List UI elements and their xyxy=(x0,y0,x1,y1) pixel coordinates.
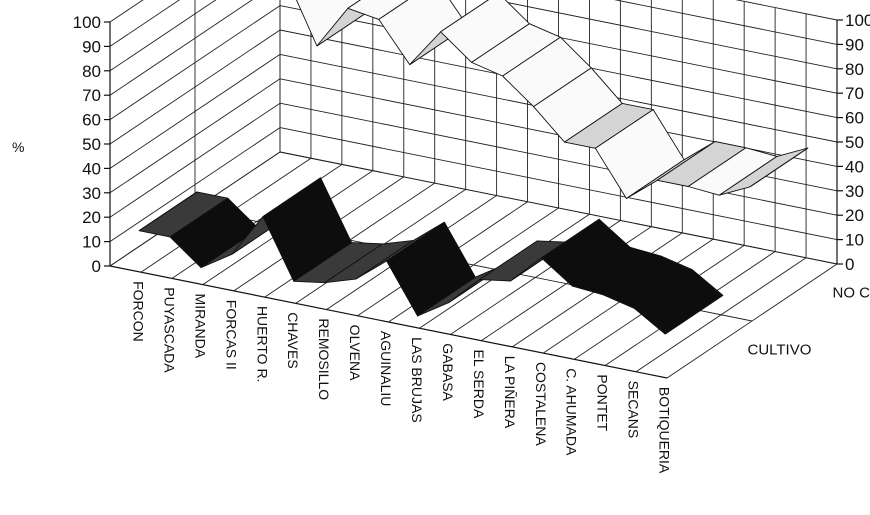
depth-label: NO CULTIVO xyxy=(833,285,870,302)
y-tick-label-right: 40 xyxy=(845,157,864,176)
category-label: LA PIÑERA xyxy=(502,356,518,429)
y-tick-label-right: 100 xyxy=(845,11,870,30)
category-label: PUYASCADA xyxy=(161,287,177,373)
category-label: PONTET xyxy=(595,374,611,431)
category-label: OLVENA xyxy=(347,325,363,381)
y-axis-label: % xyxy=(12,139,24,155)
y-tick-label-right: 80 xyxy=(845,60,864,79)
category-label: MIRANDA xyxy=(192,294,208,359)
y-tick-label-right: 50 xyxy=(845,133,864,152)
y-tick-label-left: 10 xyxy=(82,233,101,252)
y-tick-label-left: 90 xyxy=(82,37,101,56)
y-tick-label-left: 50 xyxy=(82,135,101,154)
category-label: EL SERDA xyxy=(471,350,487,419)
y-tick-label-left: 60 xyxy=(82,111,101,130)
category-label: CHAVES xyxy=(285,312,301,369)
category-label: FORCON xyxy=(130,281,146,342)
category-label: HUERTO R. xyxy=(254,306,270,383)
y-tick-label-right: 10 xyxy=(845,231,864,250)
y-tick-label-right: 90 xyxy=(845,35,864,54)
category-label: REMOSILLO xyxy=(316,318,332,400)
category-label: SECANS xyxy=(626,381,642,439)
y-tick-label-right: 60 xyxy=(845,109,864,128)
category-label: C. AHUMADA xyxy=(564,368,580,456)
category-label: FORCAS II xyxy=(223,300,239,370)
category-label: BOTIQUERIA xyxy=(657,387,673,474)
category-label: AGUINALIU xyxy=(378,331,394,406)
y-tick-label-right: 20 xyxy=(845,206,864,225)
series-layer xyxy=(139,0,808,334)
y-tick-label-left: 20 xyxy=(82,208,101,227)
category-label: GABASA xyxy=(440,343,456,401)
y-tick-label-left: 70 xyxy=(82,86,101,105)
y-tick-label-left: 30 xyxy=(82,184,101,203)
y-tick-label-right: 30 xyxy=(845,182,864,201)
category-label: COSTALENA xyxy=(533,362,549,446)
y-tick-label-right: 0 xyxy=(845,255,854,274)
y-tick-label-left: 0 xyxy=(92,257,101,276)
y-tick-label-left: 40 xyxy=(82,159,101,178)
y-tick-label-left: 100 xyxy=(73,13,101,32)
depth-label: CULTIVO xyxy=(748,342,812,359)
category-label: LAS BRUJAS xyxy=(409,337,425,423)
y-tick-label-right: 70 xyxy=(845,84,864,103)
y-tick-label-left: 80 xyxy=(82,62,101,81)
series-cultivo-segment xyxy=(387,222,476,316)
